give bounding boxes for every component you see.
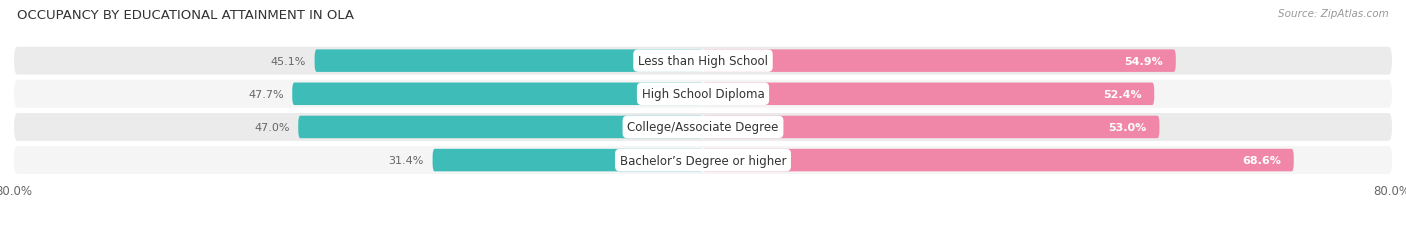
FancyBboxPatch shape [14,146,1392,174]
FancyBboxPatch shape [703,50,1175,73]
FancyBboxPatch shape [14,48,1392,75]
Text: 31.4%: 31.4% [388,155,425,165]
Text: Less than High School: Less than High School [638,55,768,68]
Text: 47.0%: 47.0% [254,122,290,132]
FancyBboxPatch shape [703,116,1160,139]
Text: OCCUPANCY BY EDUCATIONAL ATTAINMENT IN OLA: OCCUPANCY BY EDUCATIONAL ATTAINMENT IN O… [17,9,354,22]
FancyBboxPatch shape [703,149,1294,172]
Text: Source: ZipAtlas.com: Source: ZipAtlas.com [1278,9,1389,19]
Text: 68.6%: 68.6% [1241,155,1281,165]
Text: 52.4%: 52.4% [1102,89,1142,99]
FancyBboxPatch shape [703,83,1154,106]
Text: 54.9%: 54.9% [1125,56,1163,66]
FancyBboxPatch shape [433,149,703,172]
FancyBboxPatch shape [315,50,703,73]
Text: 53.0%: 53.0% [1108,122,1146,132]
Text: Bachelor’s Degree or higher: Bachelor’s Degree or higher [620,154,786,167]
FancyBboxPatch shape [14,81,1392,108]
Text: 47.7%: 47.7% [247,89,284,99]
Text: 45.1%: 45.1% [270,56,307,66]
FancyBboxPatch shape [14,113,1392,141]
FancyBboxPatch shape [298,116,703,139]
Text: College/Associate Degree: College/Associate Degree [627,121,779,134]
Text: High School Diploma: High School Diploma [641,88,765,101]
FancyBboxPatch shape [292,83,703,106]
